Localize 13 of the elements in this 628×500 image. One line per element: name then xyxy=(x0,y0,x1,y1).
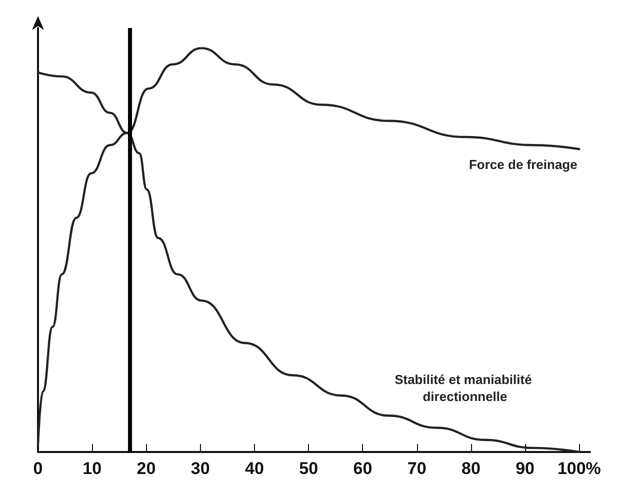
x-tick-label: 70 xyxy=(407,459,426,478)
x-tick-label: 20 xyxy=(136,459,156,478)
x-tick-label: 60 xyxy=(353,459,372,478)
x-tick-label: 30 xyxy=(190,459,210,478)
x-tick-label: 10 xyxy=(82,459,102,478)
x-tick-label: 100% xyxy=(557,459,601,478)
x-tick-label: 40 xyxy=(245,459,264,478)
x-tick-label: 50 xyxy=(299,459,318,478)
x-tick-label: 90 xyxy=(516,459,535,478)
x-tick-label: 0 xyxy=(33,459,43,478)
series-label: Stabilité et maniabilité directionnelle xyxy=(394,372,536,404)
x-tick-label: 80 xyxy=(461,459,480,478)
series-label: Force de freinage xyxy=(468,157,578,172)
